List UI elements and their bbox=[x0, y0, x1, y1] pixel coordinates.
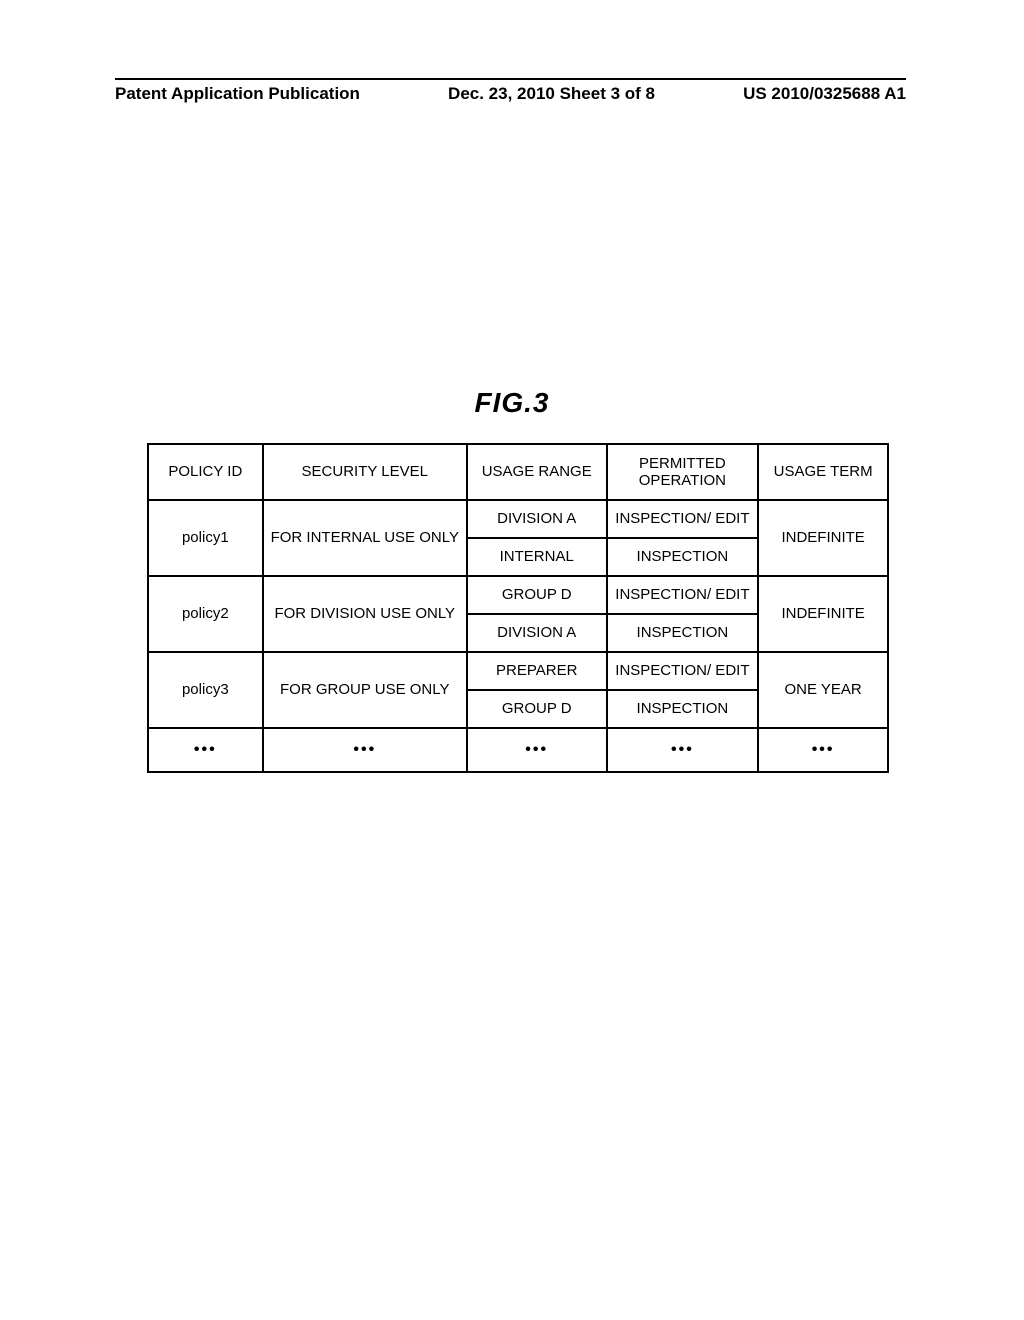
col-header-policy-id: POLICY ID bbox=[148, 444, 263, 500]
cell-usage-range: INTERNAL bbox=[467, 538, 607, 576]
header-rule bbox=[115, 78, 906, 80]
header-left: Patent Application Publication bbox=[115, 84, 360, 104]
cell-usage-range: GROUP D bbox=[467, 576, 607, 614]
header-center: Dec. 23, 2010 Sheet 3 of 8 bbox=[448, 84, 655, 104]
col-header-usage-term: USAGE TERM bbox=[758, 444, 888, 500]
cell-security-level: FOR GROUP USE ONLY bbox=[263, 652, 467, 728]
cell-ellipsis: ••• bbox=[148, 728, 263, 772]
cell-ellipsis: ••• bbox=[263, 728, 467, 772]
page-header: Patent Application Publication Dec. 23, … bbox=[115, 84, 906, 104]
col-header-usage-range: USAGE RANGE bbox=[467, 444, 607, 500]
cell-usage-range: GROUP D bbox=[467, 690, 607, 728]
cell-policy-id: policy1 bbox=[148, 500, 263, 576]
cell-usage-term: INDEFINITE bbox=[758, 576, 888, 652]
patent-page: Patent Application Publication Dec. 23, … bbox=[0, 0, 1024, 1320]
cell-usage-term: INDEFINITE bbox=[758, 500, 888, 576]
cell-usage-range: DIVISION A bbox=[467, 500, 607, 538]
table-header-row: POLICY ID SECURITY LEVEL USAGE RANGE PER… bbox=[148, 444, 888, 500]
col-header-security-level: SECURITY LEVEL bbox=[263, 444, 467, 500]
cell-security-level: FOR INTERNAL USE ONLY bbox=[263, 500, 467, 576]
figure-label: FIG.3 bbox=[0, 387, 1024, 419]
cell-ellipsis: ••• bbox=[467, 728, 607, 772]
cell-permitted-operation: INSPECTION bbox=[607, 538, 759, 576]
cell-usage-range: PREPARER bbox=[467, 652, 607, 690]
cell-permitted-operation: INSPECTION/ EDIT bbox=[607, 500, 759, 538]
cell-usage-range: DIVISION A bbox=[467, 614, 607, 652]
cell-usage-term: ONE YEAR bbox=[758, 652, 888, 728]
col-header-permitted-operation: PERMITTED OPERATION bbox=[607, 444, 759, 500]
cell-policy-id: policy3 bbox=[148, 652, 263, 728]
cell-permitted-operation: INSPECTION bbox=[607, 614, 759, 652]
table-row: policy1 FOR INTERNAL USE ONLY DIVISION A… bbox=[148, 500, 888, 538]
cell-ellipsis: ••• bbox=[758, 728, 888, 772]
cell-permitted-operation: INSPECTION bbox=[607, 690, 759, 728]
cell-security-level: FOR DIVISION USE ONLY bbox=[263, 576, 467, 652]
table-row: policy3 FOR GROUP USE ONLY PREPARER INSP… bbox=[148, 652, 888, 690]
header-right: US 2010/0325688 A1 bbox=[743, 84, 906, 104]
cell-permitted-operation: INSPECTION/ EDIT bbox=[607, 652, 759, 690]
policy-table-container: POLICY ID SECURITY LEVEL USAGE RANGE PER… bbox=[147, 443, 889, 773]
table-row: policy2 FOR DIVISION USE ONLY GROUP D IN… bbox=[148, 576, 888, 614]
cell-permitted-operation: INSPECTION/ EDIT bbox=[607, 576, 759, 614]
cell-policy-id: policy2 bbox=[148, 576, 263, 652]
policy-table: POLICY ID SECURITY LEVEL USAGE RANGE PER… bbox=[147, 443, 889, 773]
table-row-ellipsis: ••• ••• ••• ••• ••• bbox=[148, 728, 888, 772]
cell-ellipsis: ••• bbox=[607, 728, 759, 772]
